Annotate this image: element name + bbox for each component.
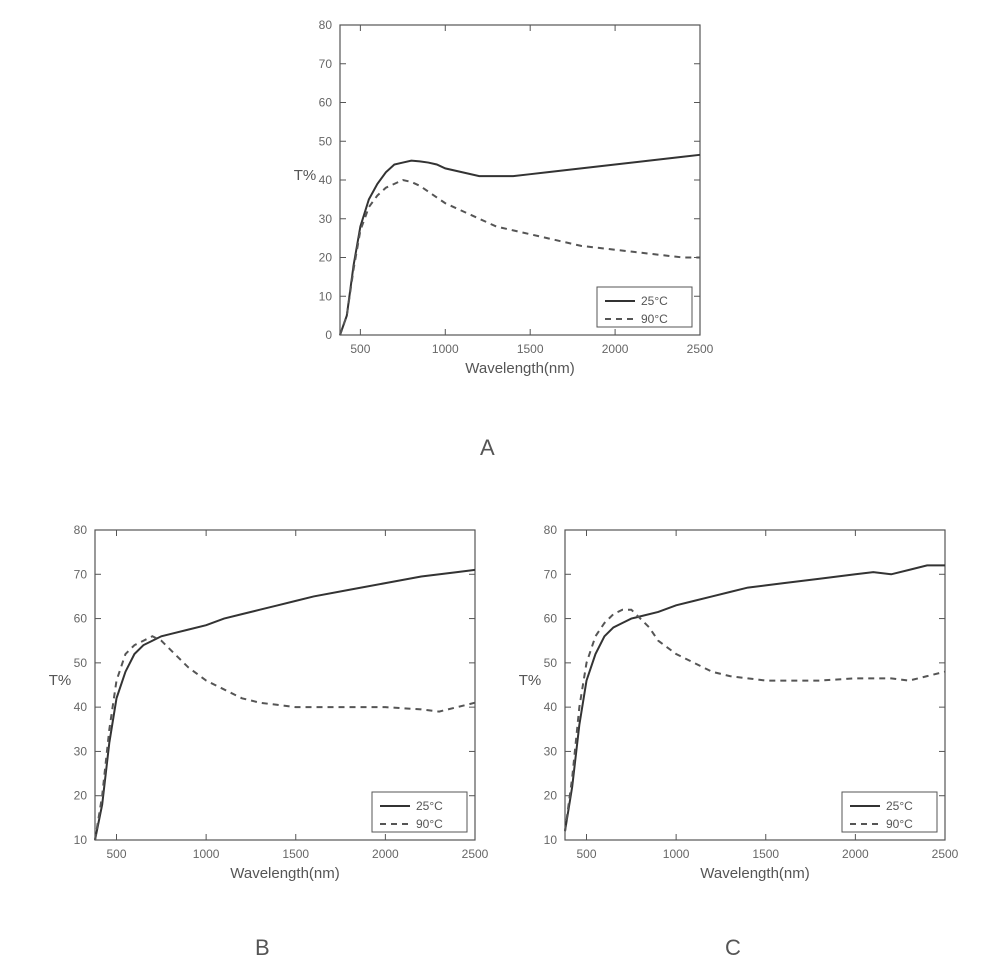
y-axis-label: T% [519, 672, 542, 689]
y-tick-label: 50 [319, 134, 333, 148]
y-tick-label: 80 [74, 523, 88, 537]
figure-page: 500 1000 1500 2000 2500 0 10 20 30 40 50 60 70 80 Wave… [0, 0, 1000, 978]
chart-panel-a: 500 1000 1500 2000 2500 0 10 20 30 40 50 60 70 80 Wave… [285, 15, 715, 385]
y-tick-label: 20 [544, 789, 558, 803]
x-tick-label: 1500 [752, 847, 779, 861]
x-tick-label: 2500 [462, 847, 489, 861]
y-axis-label: T% [49, 672, 72, 689]
panel-label-c: C [725, 935, 742, 961]
x-tick-label: 1000 [432, 342, 459, 356]
y-tick-label: 80 [319, 18, 333, 32]
series-line [565, 565, 945, 831]
x-tick-label: 1500 [282, 847, 309, 861]
x-tick-label: 1000 [193, 847, 220, 861]
y-tick-label: 20 [319, 251, 333, 265]
x-tick-label: 1500 [517, 342, 544, 356]
y-tick-label: 10 [319, 289, 333, 303]
x-tick-label: 2000 [602, 342, 629, 356]
y-tick-label: 0 [325, 328, 332, 342]
chart-panel-b: 500 1000 1500 2000 2500 10 20 30 40 50 60 70 80 Wavel… [40, 520, 490, 890]
legend-label: 90°C [416, 817, 443, 831]
y-tick-label: 70 [319, 57, 333, 71]
legend-label: 25°C [886, 799, 913, 813]
x-tick-label: 2500 [932, 847, 959, 861]
y-tick-label: 30 [74, 744, 88, 758]
y-tick-label: 30 [544, 744, 558, 758]
panel-label-a: A [480, 435, 496, 461]
chart-panel-c: 500 1000 1500 2000 2500 10 20 30 40 50 60 70 80 Wavel… [510, 520, 960, 890]
legend-label: 90°C [641, 312, 668, 326]
chart-svg: 500 1000 1500 2000 2500 10 20 30 40 50 60 70 80 Wavel… [40, 520, 490, 890]
chart-svg: 500 1000 1500 2000 2500 0 10 20 30 40 50 60 70 80 Wave… [285, 15, 715, 385]
x-tick-label: 2500 [687, 342, 714, 356]
legend-label: 25°C [416, 799, 443, 813]
y-tick-label: 60 [319, 96, 333, 110]
y-tick-label: 40 [319, 173, 333, 187]
legend-label: 90°C [886, 817, 913, 831]
legend-label: 25°C [641, 294, 668, 308]
y-tick-label: 40 [74, 700, 88, 714]
y-axis-label: T% [294, 167, 317, 184]
y-tick-label: 70 [544, 567, 558, 581]
y-tick-label: 30 [319, 212, 333, 226]
y-tick-label: 70 [74, 567, 88, 581]
x-axis-label: Wavelength(nm) [230, 865, 339, 882]
y-tick-label: 60 [544, 612, 558, 626]
chart-svg: 500 1000 1500 2000 2500 10 20 30 40 50 60 70 80 Wavel… [510, 520, 960, 890]
x-tick-label: 500 [350, 342, 370, 356]
panel-label-b: B [255, 935, 271, 961]
x-axis-label: Wavelength(nm) [465, 360, 574, 377]
y-tick-label: 60 [74, 612, 88, 626]
y-tick-label: 50 [74, 656, 88, 670]
x-tick-label: 2000 [842, 847, 869, 861]
y-tick-label: 40 [544, 700, 558, 714]
x-tick-label: 2000 [372, 847, 399, 861]
x-tick-label: 500 [576, 847, 596, 861]
y-tick-label: 10 [74, 833, 88, 847]
y-tick-label: 10 [544, 833, 558, 847]
x-tick-label: 1000 [663, 847, 690, 861]
y-tick-label: 20 [74, 789, 88, 803]
y-tick-label: 80 [544, 523, 558, 537]
x-tick-label: 500 [106, 847, 126, 861]
y-tick-label: 50 [544, 656, 558, 670]
x-axis-label: Wavelength(nm) [700, 865, 809, 882]
